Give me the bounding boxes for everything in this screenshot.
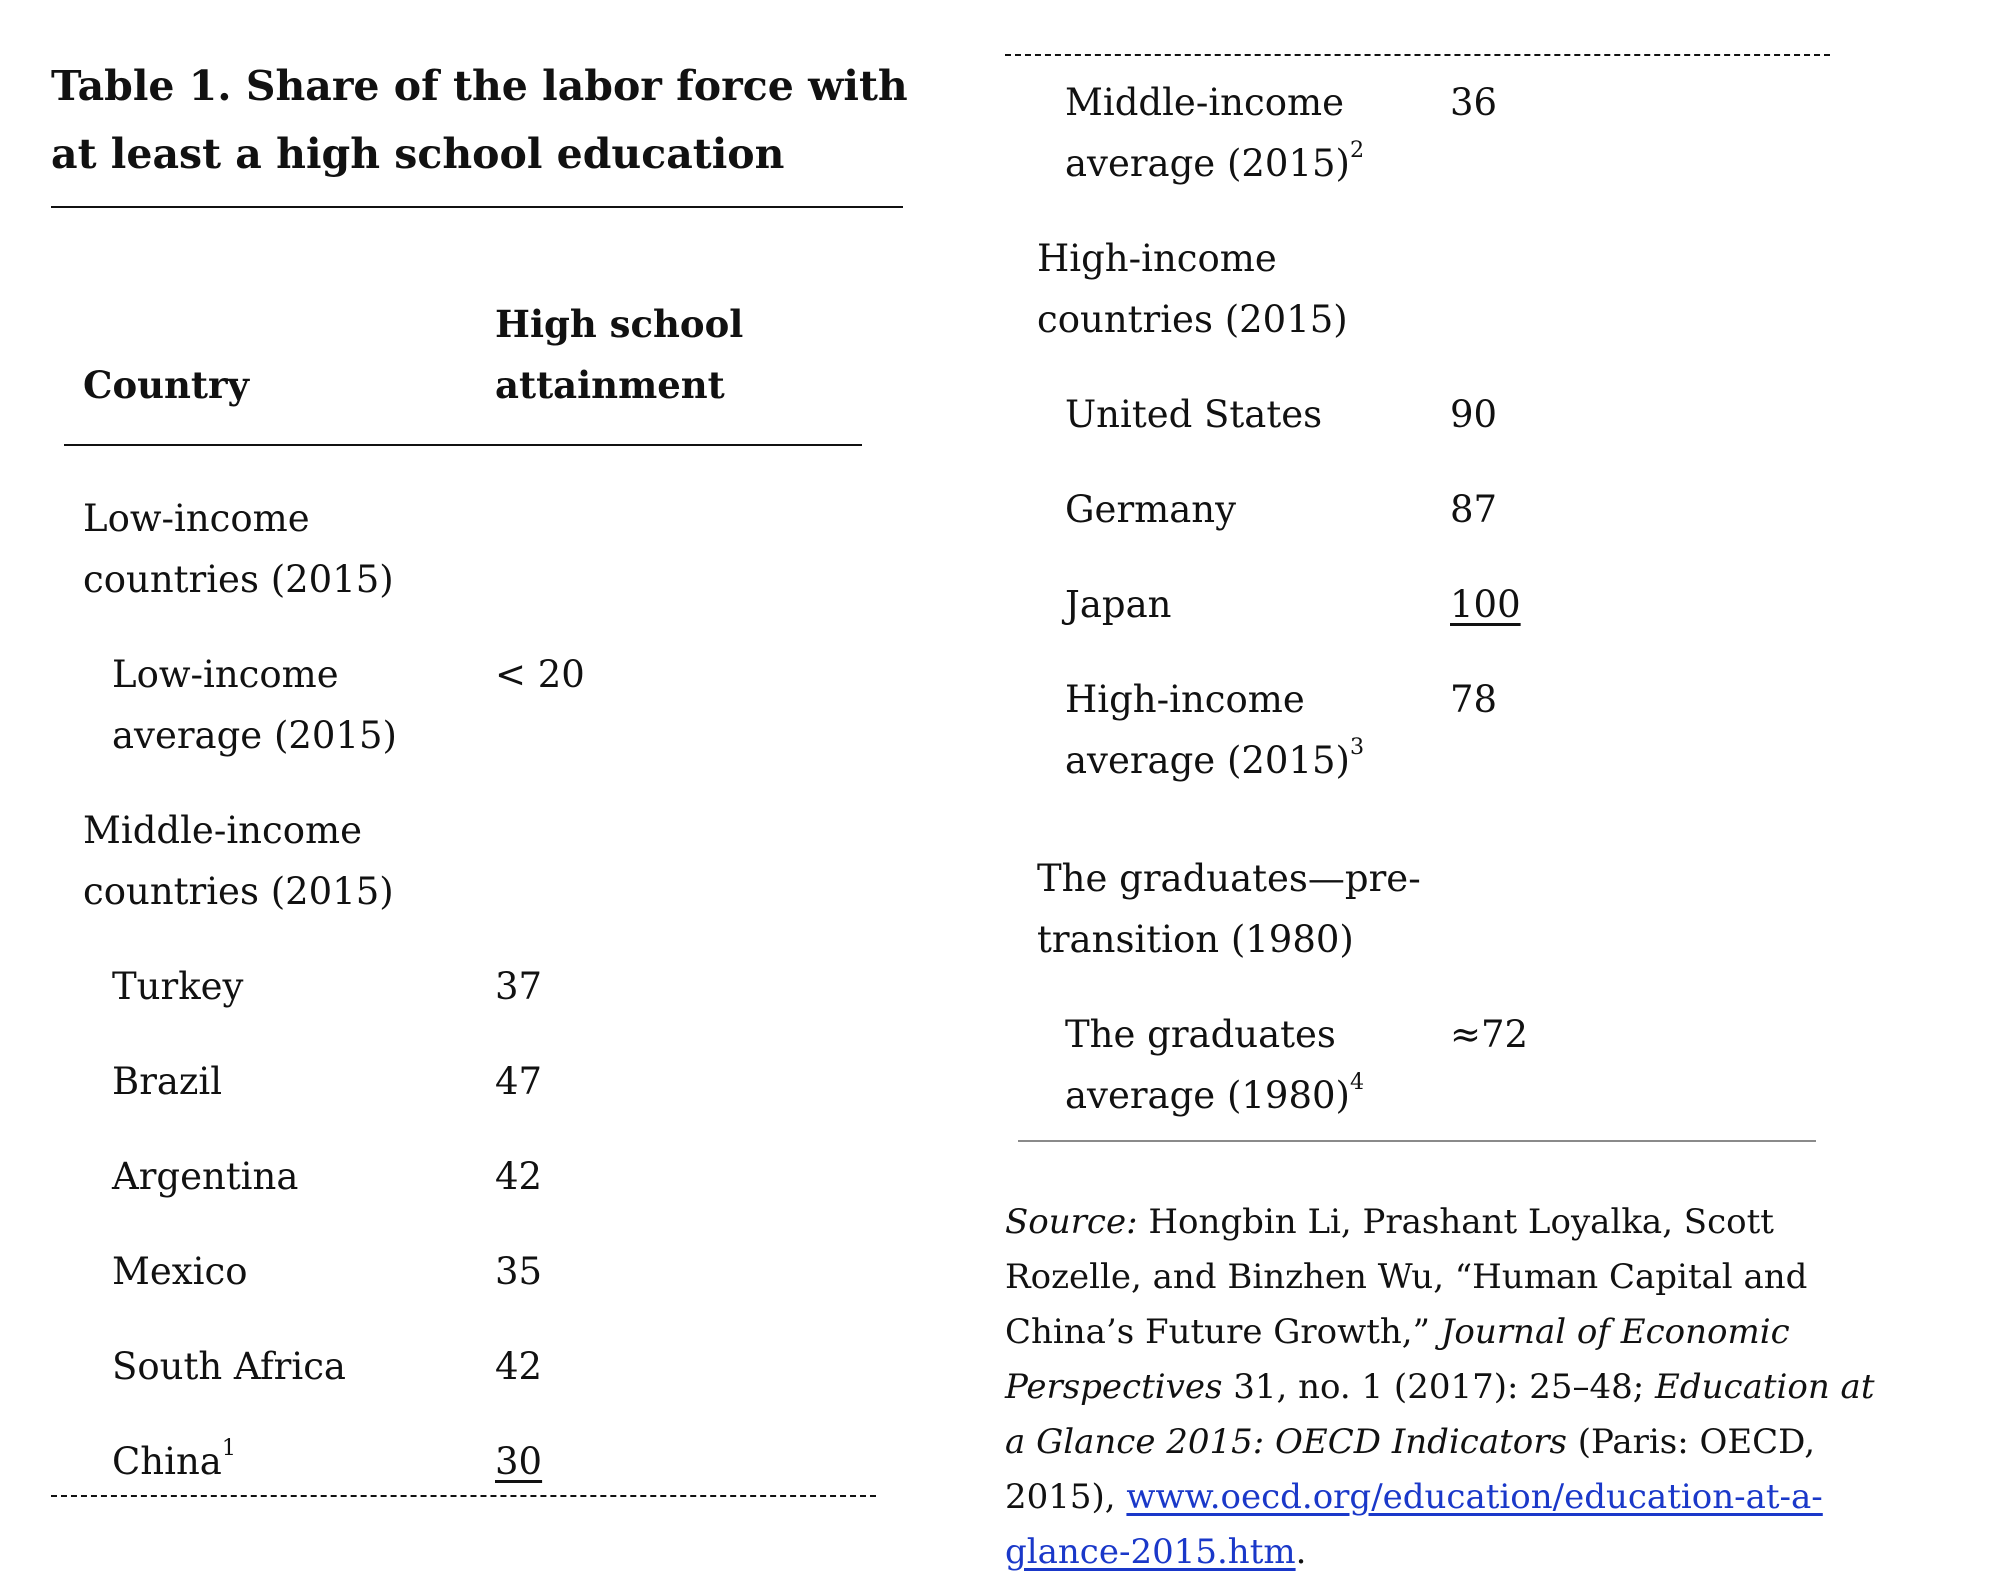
continued-rule-bottom xyxy=(51,1495,876,1497)
row-country-south-africa: South Africa xyxy=(112,1345,346,1388)
row-country-japan: Japan xyxy=(1065,583,1172,626)
group-label-graduates: The graduates—pre-transition (1980) xyxy=(1037,848,1427,970)
continued-rule-top xyxy=(1005,54,1830,56)
row-value-graduates-average: ≈72 xyxy=(1450,1013,1529,1056)
row-value-south-africa: 42 xyxy=(495,1345,543,1388)
source-end: . xyxy=(1295,1532,1307,1572)
row-country-germany: Germany xyxy=(1065,488,1237,531)
row-country-high-income-average: High-income average (2015)3 xyxy=(1065,669,1385,791)
source-citation: 31, no. 1 (2017): 25–48; xyxy=(1222,1367,1656,1407)
row-value-china: 30 xyxy=(495,1440,543,1483)
source-authors: Hongbin Li, Prashant Loyalka, Scott Roze… xyxy=(1005,1202,1808,1352)
group-label-low-income: Low-income countries (2015) xyxy=(83,488,413,610)
row-value-argentina: 42 xyxy=(495,1155,543,1198)
source-publisher: (Paris: OECD, 2015), xyxy=(1005,1422,1816,1517)
source-note: Source: Hongbin Li, Prashant Loyalka, Sc… xyxy=(1005,1195,1905,1580)
row-country-graduates-average-text: The graduates average (1980) xyxy=(1065,1013,1350,1117)
row-value-united-states: 90 xyxy=(1450,393,1498,436)
source-journal: Journal of Economic Perspectives xyxy=(1005,1312,1790,1407)
group-label-low-income-text: Low-income countries (2015) xyxy=(83,497,394,601)
row-country-brazil: Brazil xyxy=(112,1060,223,1103)
row-value-turkey: 37 xyxy=(495,965,543,1008)
row-country-china-text: China xyxy=(112,1440,222,1483)
group-label-middle-income-text: Middle-income countries (2015) xyxy=(83,809,394,913)
row-country-low-income-average: Low-income average (2015) xyxy=(112,644,412,766)
header-country: Country xyxy=(83,363,250,407)
row-country-turkey: Turkey xyxy=(112,965,244,1008)
footnote-marker-4: 4 xyxy=(1349,1069,1365,1096)
row-value-middle-income-average: 36 xyxy=(1450,81,1498,124)
source-book: Education at a Glance 2015: OECD Indicat… xyxy=(1005,1367,1875,1462)
row-value-mexico: 35 xyxy=(495,1250,543,1293)
row-country-middle-income-average: Middle-income average (2015)2 xyxy=(1065,72,1385,194)
row-value-germany: 87 xyxy=(1450,488,1498,531)
source-label: Source: xyxy=(1005,1202,1138,1242)
row-value-brazil: 47 xyxy=(495,1060,543,1103)
group-label-high-income-text: High-income countries (2015) xyxy=(1037,237,1348,341)
row-country-china: China1 xyxy=(112,1431,236,1492)
footnote-marker-2: 2 xyxy=(1349,137,1365,164)
row-country-argentina: Argentina xyxy=(112,1155,299,1198)
group-label-graduates-text: The graduates—pre-transition (1980) xyxy=(1037,857,1421,961)
group-label-high-income: High-income countries (2015) xyxy=(1037,228,1367,350)
row-country-high-income-average-text: High-income average (2015) xyxy=(1065,678,1350,782)
header-attainment: High school attainment xyxy=(495,294,755,416)
group-label-middle-income: Middle-income countries (2015) xyxy=(83,800,413,922)
footnote-marker-3: 3 xyxy=(1349,734,1365,761)
footnote-marker-1: 1 xyxy=(221,1435,236,1462)
header-rule xyxy=(64,444,862,446)
row-country-low-income-average-text: Low-income average (2015) xyxy=(112,653,397,757)
header-attainment-text: High school attainment xyxy=(495,302,744,407)
row-value-high-income-average: 78 xyxy=(1450,678,1498,721)
title-rule xyxy=(51,206,903,208)
source-link[interactable]: www.oecd.org/education/education-at-a-gl… xyxy=(1005,1477,1823,1572)
table-title: Table 1. Share of the labor force with a… xyxy=(51,62,908,178)
table-bottom-rule xyxy=(1018,1140,1816,1142)
row-value-low-income-average: < 20 xyxy=(495,653,585,696)
row-country-united-states: United States xyxy=(1065,393,1323,436)
row-value-japan: 100 xyxy=(1450,583,1521,626)
row-country-graduates-average: The graduates average (1980)4 xyxy=(1065,1004,1385,1126)
row-country-middle-income-average-text: Middle-income average (2015) xyxy=(1065,81,1350,185)
row-country-mexico: Mexico xyxy=(112,1250,248,1293)
